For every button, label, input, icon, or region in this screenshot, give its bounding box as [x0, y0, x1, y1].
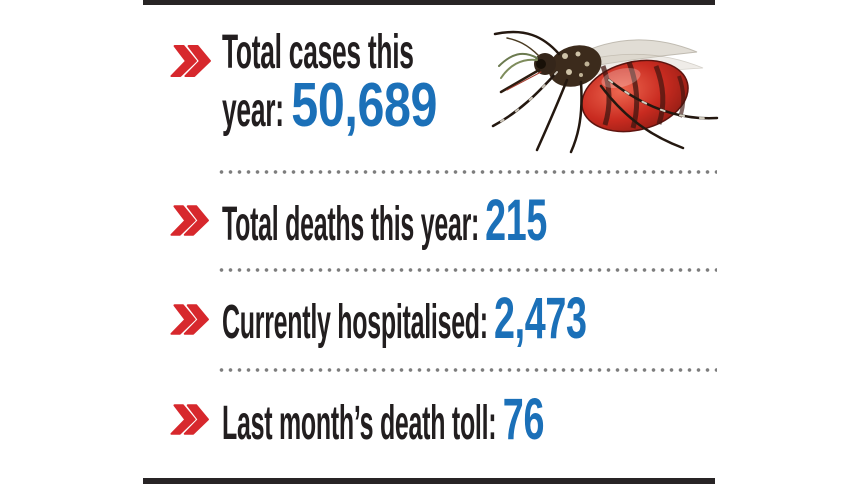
- stat-label: year:: [222, 84, 284, 137]
- stat-value: 76: [502, 387, 545, 452]
- dotted-divider: [217, 367, 717, 373]
- stat-label-line2: year: 50,689: [222, 75, 438, 138]
- double-chevron-right-icon: [170, 205, 210, 236]
- dotted-divider: [217, 267, 717, 273]
- mosquito-image: [491, 30, 719, 154]
- double-chevron-right-icon: [170, 45, 212, 77]
- double-chevron-right-icon: [170, 304, 210, 335]
- mosquito-proboscis: [498, 37, 542, 94]
- double-chevron-right-icon: [170, 404, 210, 435]
- stat-label: Total deaths this year:: [222, 198, 480, 251]
- stat-text: Total deaths this year: 215: [222, 192, 548, 252]
- stat-label: Currently hospitalised:: [222, 296, 488, 349]
- mosquito-legs: [491, 30, 719, 154]
- stat-label-line1: Total cases this: [222, 26, 414, 79]
- top-border-bar: [143, 0, 715, 5]
- stat-text: Total cases this year: 50,689: [222, 26, 438, 138]
- bottom-border-bar: [143, 478, 715, 484]
- stat-label: Last month’s death toll:: [222, 397, 497, 450]
- stat-value: 50,689: [291, 71, 438, 140]
- stat-value: 215: [485, 188, 548, 253]
- stat-label: Total cases this: [222, 26, 414, 79]
- dotted-divider: [217, 169, 717, 175]
- stat-text: Currently hospitalised: 2,473: [222, 290, 587, 350]
- stat-value: 2,473: [494, 286, 587, 351]
- stat-text: Last month’s death toll: 76: [222, 391, 544, 451]
